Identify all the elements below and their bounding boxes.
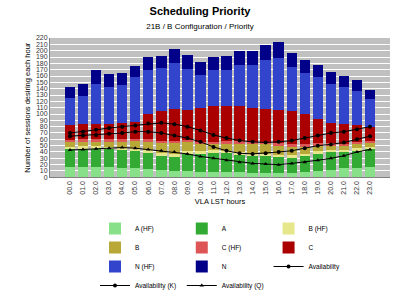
svg-text:06.0: 06.0 bbox=[145, 181, 152, 195]
svg-text:03.0: 03.0 bbox=[105, 181, 112, 195]
svg-text:N: N bbox=[222, 263, 227, 270]
svg-text:15.0: 15.0 bbox=[262, 181, 269, 195]
svg-text:190: 190 bbox=[36, 53, 48, 60]
svg-text:11.0: 11.0 bbox=[210, 181, 217, 194]
svg-text:110: 110 bbox=[36, 104, 47, 111]
svg-text:20.0: 20.0 bbox=[327, 181, 334, 195]
svg-text:23.0: 23.0 bbox=[366, 181, 373, 195]
svg-text:Scheduling Priority21B / B Con: Scheduling Priority21B / B Configuration… bbox=[146, 5, 254, 31]
svg-text:90: 90 bbox=[40, 117, 48, 124]
svg-text:120: 120 bbox=[36, 98, 48, 105]
svg-text:Availability: Availability bbox=[309, 263, 340, 271]
svg-text:12.0: 12.0 bbox=[223, 181, 230, 195]
svg-text:B: B bbox=[135, 244, 139, 251]
svg-text:C: C bbox=[309, 244, 314, 251]
svg-text:210: 210 bbox=[36, 41, 48, 48]
svg-text:70: 70 bbox=[40, 129, 48, 136]
svg-text:140: 140 bbox=[36, 85, 48, 92]
svg-text:19.0: 19.0 bbox=[314, 181, 321, 195]
svg-text:60: 60 bbox=[40, 136, 48, 143]
svg-text:04.0: 04.0 bbox=[118, 181, 125, 195]
svg-text:50: 50 bbox=[40, 142, 48, 149]
svg-text:13.0: 13.0 bbox=[236, 181, 243, 195]
svg-text:02.0: 02.0 bbox=[92, 181, 99, 195]
svg-text:07.0: 07.0 bbox=[158, 181, 165, 195]
svg-text:09.0: 09.0 bbox=[184, 181, 191, 195]
svg-text:Number of sessions desiring ea: Number of sessions desiring each hour bbox=[23, 42, 32, 173]
svg-text:170: 170 bbox=[36, 66, 48, 73]
svg-text:16.0: 16.0 bbox=[275, 181, 282, 195]
svg-text:30: 30 bbox=[40, 155, 48, 162]
svg-text:22.0: 22.0 bbox=[353, 181, 360, 195]
svg-text:A (HF): A (HF) bbox=[135, 225, 154, 233]
svg-text:Availability (Q): Availability (Q) bbox=[222, 282, 264, 290]
svg-text:05.0: 05.0 bbox=[131, 181, 138, 195]
svg-text:N (HF): N (HF) bbox=[135, 263, 155, 271]
svg-text:VLA LST hours: VLA LST hours bbox=[195, 197, 246, 206]
svg-text:17.0: 17.0 bbox=[288, 181, 295, 195]
svg-text:80: 80 bbox=[40, 123, 48, 130]
svg-text:200: 200 bbox=[36, 47, 48, 54]
svg-text:150: 150 bbox=[36, 79, 48, 86]
svg-text:220: 220 bbox=[36, 34, 48, 41]
svg-text:10: 10 bbox=[40, 167, 48, 174]
svg-text:40: 40 bbox=[40, 148, 48, 155]
svg-text:00.0: 00.0 bbox=[66, 181, 73, 195]
svg-text:100: 100 bbox=[36, 110, 48, 117]
svg-text:180: 180 bbox=[36, 60, 48, 67]
svg-text:14.0: 14.0 bbox=[249, 181, 256, 195]
svg-text:20: 20 bbox=[40, 161, 48, 168]
svg-text:C (HF): C (HF) bbox=[222, 244, 242, 252]
svg-text:B (HF): B (HF) bbox=[309, 225, 328, 233]
svg-text:Availability (K): Availability (K) bbox=[135, 282, 176, 290]
svg-text:130: 130 bbox=[36, 91, 48, 98]
svg-text:18.0: 18.0 bbox=[301, 181, 308, 195]
svg-text:08.0: 08.0 bbox=[171, 181, 178, 195]
svg-text:A: A bbox=[222, 225, 227, 232]
svg-text:10.0: 10.0 bbox=[197, 181, 204, 195]
svg-text:21.0: 21.0 bbox=[340, 181, 347, 195]
svg-text:01.0: 01.0 bbox=[79, 181, 86, 195]
svg-text:0: 0 bbox=[44, 174, 48, 181]
svg-text:160: 160 bbox=[36, 72, 48, 79]
